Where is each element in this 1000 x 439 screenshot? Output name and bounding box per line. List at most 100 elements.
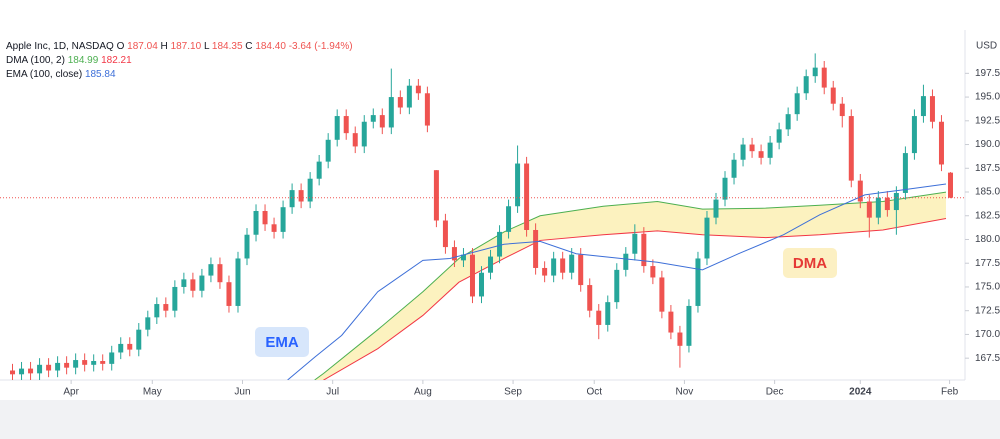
candle-body (605, 302, 611, 325)
candle-body (938, 121, 944, 165)
x-tick-label: Jul (326, 387, 339, 398)
candle-body (812, 67, 818, 77)
y-tick-label: 195.00 (975, 92, 1000, 103)
card (0, 0, 1000, 400)
x-tick-label: 2024 (849, 387, 872, 398)
candle-body (947, 172, 953, 198)
candle-body (64, 362, 70, 368)
annotation-box (783, 248, 837, 278)
candle-body (253, 211, 259, 235)
y-tick-label: 182.50 (975, 210, 1000, 221)
candle-body (424, 93, 430, 126)
ema-name: EMA (100, close) (6, 69, 82, 80)
candle-body (100, 361, 106, 364)
candle-body (433, 170, 439, 221)
candle-body (415, 85, 421, 94)
candle-body (650, 266, 656, 278)
candle-body (10, 370, 16, 375)
candle-body (469, 254, 475, 297)
ema-line (287, 183, 947, 380)
candle-body (289, 190, 295, 208)
y-tick-label: 197.50 (975, 68, 1000, 79)
candle-body (316, 161, 322, 179)
candle-body (623, 253, 629, 270)
candle-body (506, 206, 512, 232)
candle-body (325, 139, 331, 162)
candle-body (190, 279, 196, 291)
candle-body (488, 256, 494, 273)
y-tick-label: 172.50 (975, 305, 1000, 316)
candle-body (28, 368, 34, 374)
candle-body (388, 97, 394, 128)
candle-body (361, 121, 367, 147)
candle-body (785, 114, 791, 130)
x-tick-label: May (143, 387, 162, 398)
candle-body (109, 352, 115, 364)
candle-body (542, 267, 548, 276)
high: 187.10 (171, 41, 202, 52)
candle-body (226, 282, 232, 306)
candle-body (271, 224, 277, 232)
header: Apple Inc, 1D, NASDAQ O 187.04 H 187.10 … (6, 41, 353, 80)
candle-body (199, 275, 205, 291)
dma-band (314, 192, 946, 380)
y-tick-label: 170.00 (975, 329, 1000, 340)
candle-body (704, 217, 710, 259)
candle-body (830, 87, 836, 104)
candle-body (551, 258, 557, 276)
annotation-box (255, 327, 309, 357)
candle-body (208, 264, 214, 276)
h-label: H (161, 41, 168, 52)
candle-body (497, 231, 503, 257)
candle-body (334, 116, 340, 140)
candle-body (803, 76, 809, 94)
candle-body (740, 144, 746, 160)
candle-body (578, 254, 584, 286)
x-tick-label: Nov (676, 387, 694, 398)
legend-row: Apple Inc, 1D, NASDAQ O 187.04 H 187.10 … (6, 41, 353, 52)
currency: USD (976, 41, 997, 52)
candle-body (55, 362, 61, 371)
candle-body (379, 115, 385, 128)
candle-body (569, 254, 575, 273)
candle-body (442, 220, 448, 248)
x-tick-label: Jun (234, 387, 250, 398)
candle-body (235, 258, 241, 306)
candle-body (776, 129, 782, 143)
x-tick-label: Aug (414, 387, 432, 398)
candle-body (794, 93, 800, 115)
candle-body (929, 96, 935, 122)
candle-body (758, 151, 764, 158)
dma-lower-line (322, 218, 947, 380)
candle-body (911, 116, 917, 154)
c-label: C (245, 41, 252, 52)
candle-body (397, 97, 403, 108)
candle-body (920, 96, 926, 117)
candle-body (451, 247, 457, 261)
y-tick-label: 185.00 (975, 187, 1000, 198)
l-label: L (204, 41, 210, 52)
candle-body (163, 304, 169, 311)
annotation-label: EMA (265, 334, 299, 351)
dma-lower: 182.21 (101, 55, 132, 66)
candle-body (172, 286, 178, 311)
candle-body (677, 332, 683, 346)
candle-body (713, 199, 719, 218)
candle-body (244, 234, 250, 259)
plot-area (0, 53, 965, 380)
candle-body (307, 178, 313, 202)
candle-body (866, 201, 872, 218)
candle-body (686, 305, 692, 346)
candle-body (659, 277, 665, 312)
x-tick-label: Oct (586, 387, 602, 398)
candle-body (767, 142, 773, 158)
candle-body (91, 361, 97, 365)
legend-row: EMA (100, close) 185.84 (6, 69, 116, 80)
y-tick-label: 192.50 (975, 115, 1000, 126)
candle-body (668, 311, 674, 333)
low: 184.35 (212, 41, 243, 52)
candle-body (37, 364, 43, 374)
open: 187.04 (127, 41, 158, 52)
